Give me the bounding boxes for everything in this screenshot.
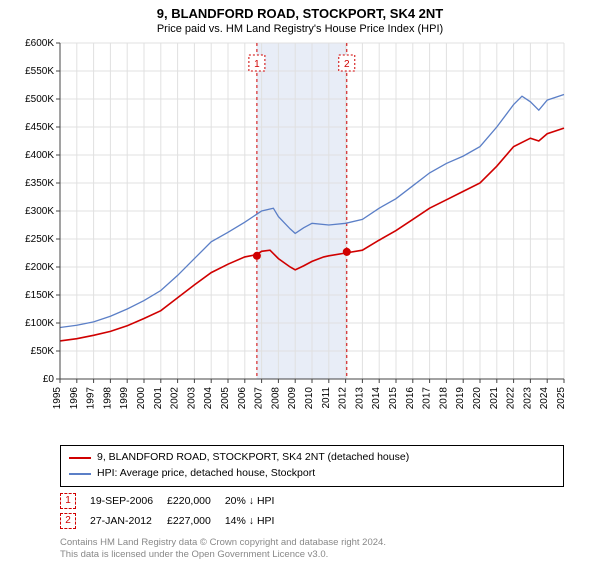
svg-text:2021: 2021 (489, 387, 500, 410)
svg-text:2010: 2010 (304, 387, 315, 410)
legend-label: HPI: Average price, detached house, Stoc… (97, 466, 315, 482)
svg-text:£500K: £500K (25, 94, 54, 105)
chart-title: 9, BLANDFORD ROAD, STOCKPORT, SK4 2NT (0, 0, 600, 21)
svg-text:£200K: £200K (25, 262, 54, 273)
svg-text:£300K: £300K (25, 206, 54, 217)
svg-text:2003: 2003 (186, 387, 197, 410)
svg-text:2000: 2000 (136, 387, 147, 410)
legend-label: 9, BLANDFORD ROAD, STOCKPORT, SK4 2NT (d… (97, 450, 409, 466)
legend-item: HPI: Average price, detached house, Stoc… (69, 466, 555, 482)
chart-subtitle: Price paid vs. HM Land Registry's House … (0, 21, 600, 39)
svg-text:2018: 2018 (438, 387, 449, 410)
svg-text:£450K: £450K (25, 122, 54, 133)
svg-text:2022: 2022 (506, 387, 517, 410)
svg-text:1997: 1997 (86, 387, 97, 410)
svg-text:1996: 1996 (69, 387, 80, 410)
svg-text:£250K: £250K (25, 234, 54, 245)
svg-text:2004: 2004 (203, 387, 214, 410)
svg-text:2014: 2014 (371, 387, 382, 410)
chart: £0 £50K £100K £150K £200K £250K £300K £350K £400… (0, 39, 600, 439)
svg-text:1999: 1999 (119, 387, 130, 410)
svg-text:2008: 2008 (270, 387, 281, 410)
svg-text:£50K: £50K (31, 346, 55, 357)
svg-text:2025: 2025 (556, 387, 567, 410)
svg-text:£550K: £550K (25, 66, 54, 77)
svg-text:2005: 2005 (220, 387, 231, 410)
svg-text:2016: 2016 (405, 387, 416, 410)
legend: 9, BLANDFORD ROAD, STOCKPORT, SK4 2NT (d… (60, 445, 564, 487)
legend-item: 9, BLANDFORD ROAD, STOCKPORT, SK4 2NT (d… (69, 450, 555, 466)
svg-text:2020: 2020 (472, 387, 483, 410)
svg-text:2002: 2002 (170, 387, 181, 410)
svg-text:£0: £0 (43, 374, 55, 385)
svg-text:2015: 2015 (388, 387, 399, 410)
svg-text:2007: 2007 (254, 387, 265, 410)
svg-text:2023: 2023 (522, 387, 533, 410)
svg-text:£100K: £100K (25, 318, 54, 329)
svg-text:2009: 2009 (287, 387, 298, 410)
svg-text:£600K: £600K (25, 39, 54, 49)
svg-text:1995: 1995 (52, 387, 63, 410)
svg-text:2019: 2019 (455, 387, 466, 410)
svg-text:2013: 2013 (354, 387, 365, 410)
svg-text:2017: 2017 (422, 387, 433, 410)
svg-text:£400K: £400K (25, 150, 54, 161)
svg-text:1998: 1998 (102, 387, 113, 410)
attribution: Contains HM Land Registry data © Crown c… (60, 537, 564, 561)
svg-text:£150K: £150K (25, 290, 54, 301)
events-table: 119-SEP-2006£220,00020% ↓ HPI227-JAN-201… (60, 491, 564, 531)
svg-text:1: 1 (254, 59, 260, 70)
svg-text:2006: 2006 (237, 387, 248, 410)
svg-text:2024: 2024 (539, 387, 550, 410)
svg-text:£350K: £350K (25, 178, 54, 189)
svg-text:2012: 2012 (338, 387, 349, 410)
svg-text:2011: 2011 (321, 387, 332, 409)
svg-text:2: 2 (344, 59, 350, 70)
svg-text:2001: 2001 (153, 387, 164, 410)
